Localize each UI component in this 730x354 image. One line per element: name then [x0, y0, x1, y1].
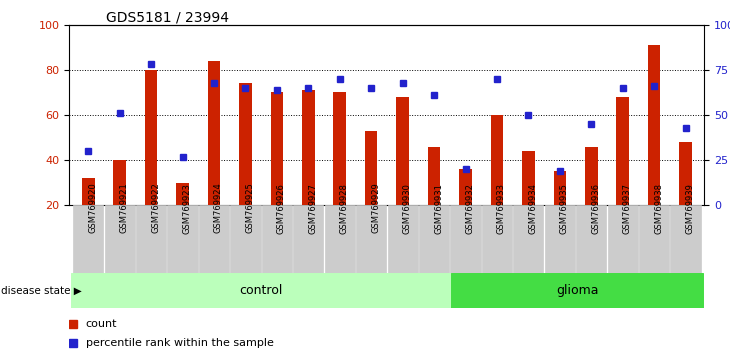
Text: GSM769937: GSM769937 [623, 183, 631, 234]
Bar [356, 205, 386, 297]
Bar [167, 205, 198, 297]
Text: GSM769921: GSM769921 [120, 183, 128, 233]
Text: control: control [239, 284, 283, 297]
Text: GSM769936: GSM769936 [591, 183, 600, 234]
Bar [522, 151, 534, 205]
Text: GSM769924: GSM769924 [214, 183, 223, 233]
Text: GSM769931: GSM769931 [434, 183, 443, 234]
Bar [388, 205, 418, 297]
Bar [145, 70, 158, 205]
Bar [639, 205, 669, 297]
Bar [459, 169, 472, 205]
Bar [239, 84, 252, 205]
Text: GSM769935: GSM769935 [560, 183, 569, 234]
Bar [553, 171, 566, 205]
Bar [576, 205, 607, 297]
Text: count: count [86, 319, 118, 329]
Bar [545, 205, 575, 297]
Bar [71, 273, 451, 308]
Text: GSM769926: GSM769926 [277, 183, 286, 234]
Bar [419, 205, 449, 297]
Bar [451, 273, 703, 308]
Text: GSM769939: GSM769939 [685, 183, 694, 234]
Bar [113, 160, 126, 205]
Text: GSM769928: GSM769928 [339, 183, 349, 234]
Text: glioma: glioma [556, 284, 599, 297]
Bar [680, 142, 692, 205]
Bar [585, 147, 598, 205]
Bar [670, 205, 701, 297]
Text: GSM769923: GSM769923 [182, 183, 191, 234]
Text: disease state ▶: disease state ▶ [1, 285, 82, 295]
Text: GSM769930: GSM769930 [403, 183, 412, 234]
Bar [365, 131, 377, 205]
Bar [513, 205, 543, 297]
Bar [482, 205, 512, 297]
Bar [428, 147, 440, 205]
Bar [396, 97, 409, 205]
Bar [293, 205, 323, 297]
Bar [231, 205, 261, 297]
Text: GSM769925: GSM769925 [245, 183, 255, 233]
Bar [82, 178, 94, 205]
Text: GSM769932: GSM769932 [466, 183, 474, 234]
Text: percentile rank within the sample: percentile rank within the sample [86, 338, 274, 348]
Text: GSM769929: GSM769929 [371, 183, 380, 233]
Bar [450, 205, 480, 297]
Text: GSM769933: GSM769933 [497, 183, 506, 234]
Bar [73, 205, 104, 297]
Bar [325, 205, 355, 297]
Text: GSM769927: GSM769927 [308, 183, 318, 234]
Bar [199, 205, 229, 297]
Bar [176, 183, 189, 205]
Text: GSM769920: GSM769920 [88, 183, 97, 233]
Bar [334, 92, 346, 205]
Bar [607, 205, 638, 297]
Bar [648, 45, 661, 205]
Bar [136, 205, 166, 297]
Bar [302, 90, 315, 205]
Bar [262, 205, 292, 297]
Bar [616, 97, 629, 205]
Text: GDS5181 / 23994: GDS5181 / 23994 [106, 11, 228, 25]
Bar [271, 92, 283, 205]
Text: GSM769922: GSM769922 [151, 183, 160, 233]
Bar [491, 115, 503, 205]
Text: GSM769938: GSM769938 [654, 183, 663, 234]
Text: GSM769934: GSM769934 [529, 183, 537, 234]
Bar [104, 205, 135, 297]
Bar [208, 61, 220, 205]
